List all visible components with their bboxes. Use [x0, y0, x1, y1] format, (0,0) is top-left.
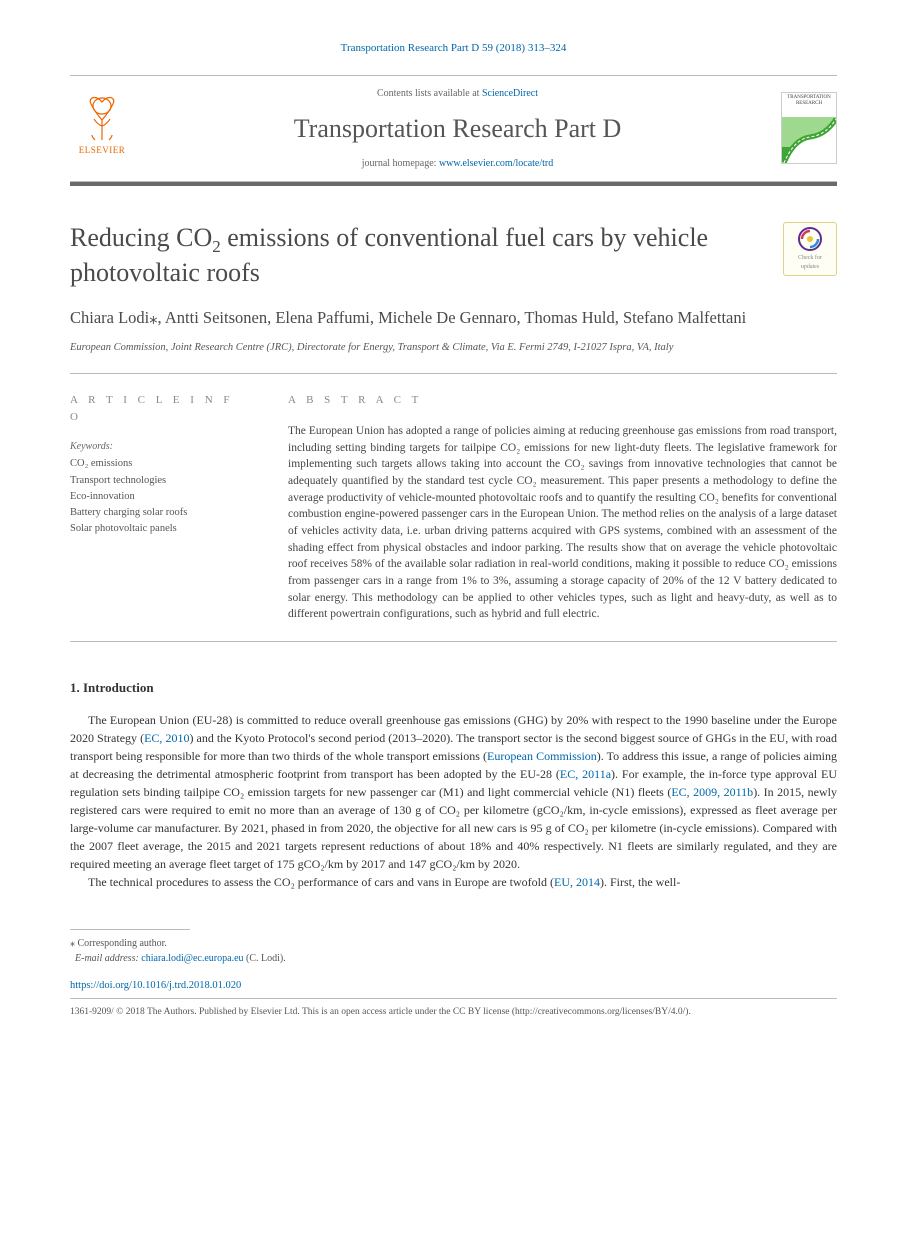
- affiliation: European Commission, Joint Research Cent…: [70, 340, 837, 356]
- keywords-label: Keywords:: [70, 439, 250, 454]
- article-info-column: A R T I C L E I N F O Keywords: CO₂ emis…: [70, 392, 250, 623]
- check-updates-icon: [797, 226, 823, 252]
- article-info-heading: A R T I C L E I N F O: [70, 392, 250, 425]
- keyword-item: Transport technologies: [70, 473, 250, 489]
- cover-line1: TRANSPORTATION: [782, 95, 836, 101]
- separator-rule-1: [70, 373, 837, 374]
- check-updates-text: Check for updates: [798, 254, 822, 272]
- header-dark-rule: [70, 182, 837, 186]
- keyword-item: CO₂ emissions: [70, 456, 250, 472]
- section-heading-intro: 1. Introduction: [70, 678, 837, 698]
- copyright-line: 1361-9209/ © 2018 The Authors. Published…: [70, 1005, 837, 1019]
- check-updates-badge[interactable]: Check for updates: [783, 222, 837, 276]
- email-label: E-mail address:: [75, 953, 141, 964]
- email-link[interactable]: chiara.lodi@ec.europa.eu: [141, 953, 243, 964]
- header-center: Contents lists available at ScienceDirec…: [134, 86, 781, 171]
- email-line: E-mail address: chiara.lodi@ec.europa.eu…: [70, 951, 837, 966]
- check-line1: Check for: [798, 255, 822, 261]
- ref-link[interactable]: EC, 2010: [144, 731, 189, 745]
- footnote-rule: [70, 929, 190, 930]
- ref-link[interactable]: EC, 2011a: [560, 767, 611, 781]
- elsevier-tree-icon: [77, 92, 127, 142]
- p2-b: ). First, the well-: [600, 875, 680, 889]
- keyword-item: Eco-innovation: [70, 489, 250, 505]
- homepage-line: journal homepage: www.elsevier.com/locat…: [134, 156, 781, 171]
- info-abstract-row: A R T I C L E I N F O Keywords: CO₂ emis…: [70, 392, 837, 623]
- doi-link[interactable]: https://doi.org/10.1016/j.trd.2018.01.02…: [70, 978, 837, 994]
- keyword-item: Battery charging solar roofs: [70, 505, 250, 521]
- bottom-rule: [70, 998, 837, 999]
- ref-link[interactable]: EC, 2009, 2011b: [671, 785, 753, 799]
- abstract-text: The European Union has adopted a range o…: [288, 423, 837, 623]
- title-sub: 2: [212, 237, 220, 256]
- title-row: Reducing CO2 emissions of conventional f…: [70, 222, 837, 290]
- abstract-heading: A B S T R A C T: [288, 392, 837, 409]
- title-pre: Reducing CO: [70, 223, 212, 252]
- corresponding-author-note: ⁎ Corresponding author.: [70, 936, 837, 951]
- ref-link[interactable]: EU, 2014: [554, 875, 600, 889]
- homepage-link[interactable]: www.elsevier.com/locate/trd: [439, 158, 553, 169]
- check-line2: updates: [801, 264, 819, 270]
- article-title: Reducing CO2 emissions of conventional f…: [70, 222, 763, 290]
- contents-prefix: Contents lists available at: [377, 88, 482, 99]
- cover-road-graphic: [782, 117, 837, 163]
- intro-paragraph-2: The technical procedures to assess the C…: [70, 873, 837, 891]
- intro-paragraph-1: The European Union (EU-28) is committed …: [70, 711, 837, 873]
- abstract-column: A B S T R A C T The European Union has a…: [288, 392, 837, 623]
- ref-link[interactable]: European Commission: [487, 749, 597, 763]
- elsevier-brand-text: ELSEVIER: [79, 144, 126, 158]
- homepage-prefix: journal homepage:: [362, 158, 439, 169]
- cover-title: TRANSPORTATION RESEARCH: [782, 93, 836, 119]
- journal-cover-thumbnail: TRANSPORTATION RESEARCH: [781, 92, 837, 164]
- authors-list: Chiara Lodi⁎, Antti Seitsonen, Elena Paf…: [70, 307, 837, 329]
- citation-line: Transportation Research Part D 59 (2018)…: [70, 40, 837, 57]
- keyword-item: Solar photovoltaic panels: [70, 521, 250, 537]
- email-suffix: (C. Lodi).: [244, 953, 286, 964]
- sciencedirect-link[interactable]: ScienceDirect: [482, 88, 538, 99]
- journal-header: ELSEVIER Contents lists available at Sci…: [70, 75, 837, 182]
- cover-line2: RESEARCH: [782, 101, 836, 107]
- contents-lists-line: Contents lists available at ScienceDirec…: [134, 86, 781, 101]
- separator-rule-2: [70, 641, 837, 642]
- p2-a: The technical procedures to assess the C…: [88, 875, 554, 889]
- journal-title: Transportation Research Part D: [134, 109, 781, 148]
- elsevier-logo: ELSEVIER: [70, 92, 134, 164]
